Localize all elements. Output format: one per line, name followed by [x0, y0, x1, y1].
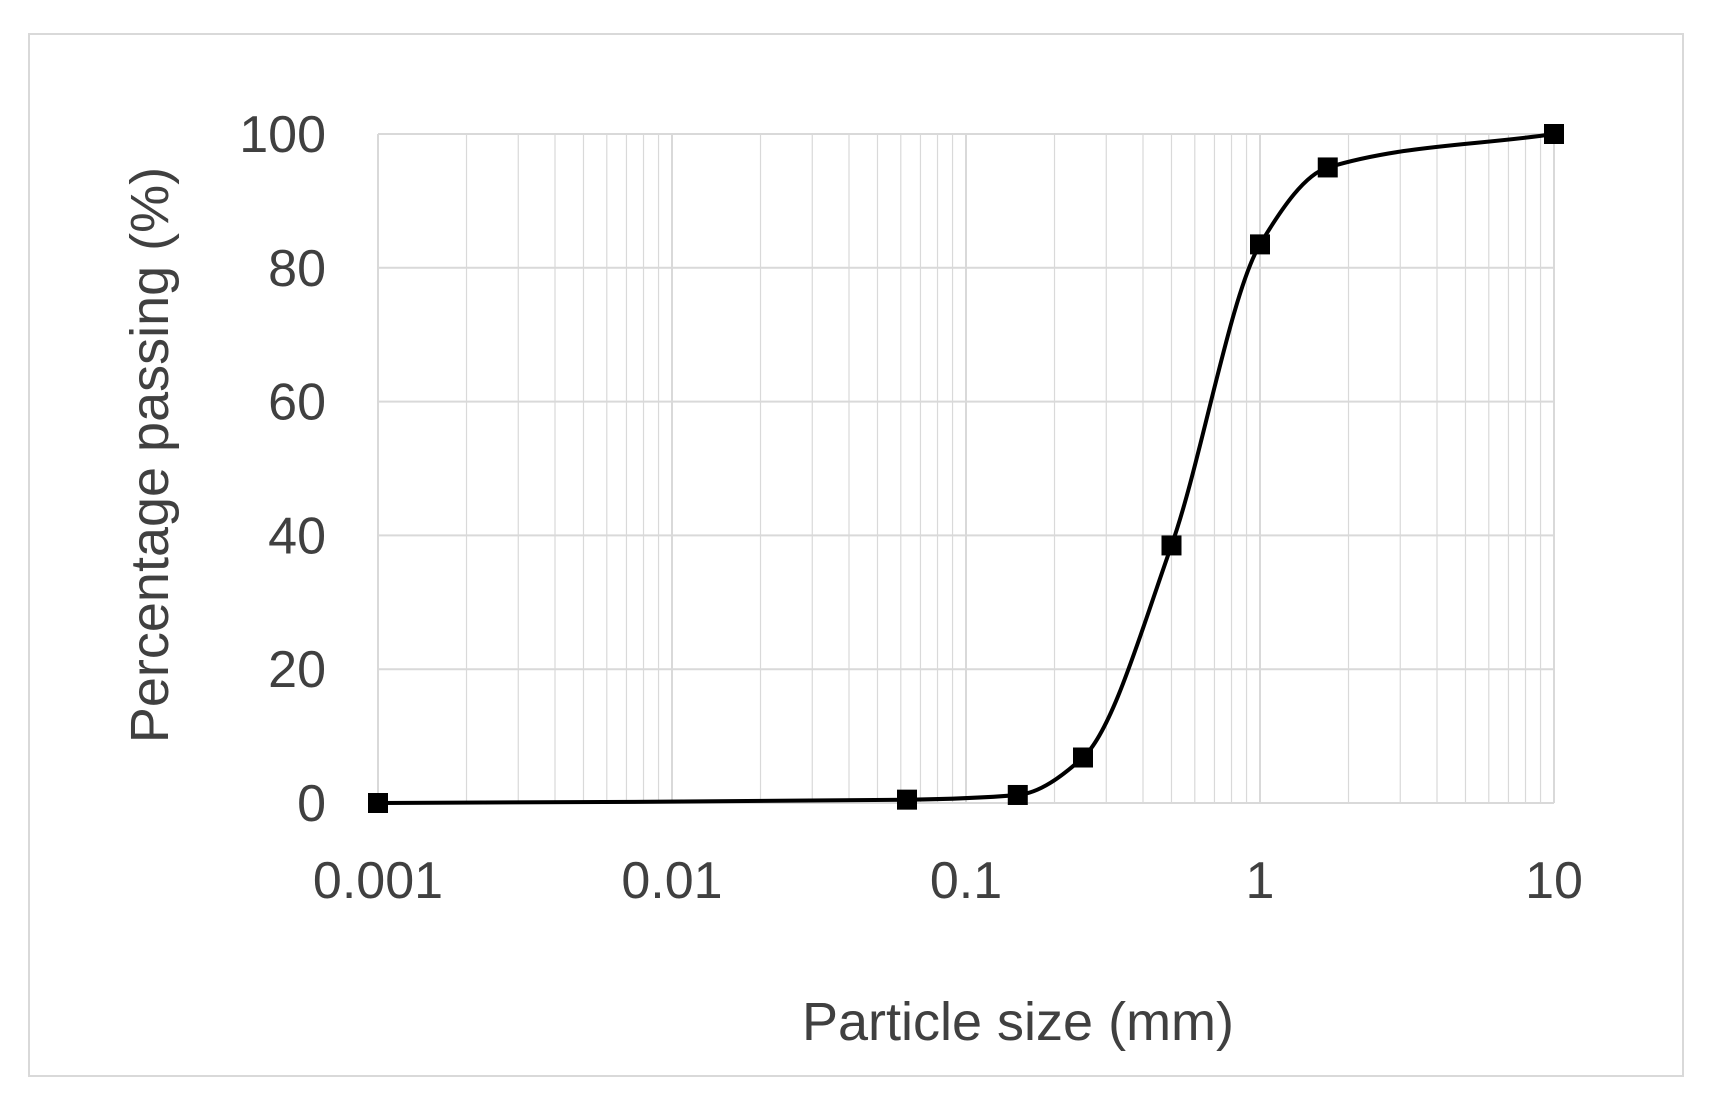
- chart-frame: [28, 33, 1684, 1077]
- data-point-marker: [368, 793, 388, 813]
- y-axis-title: Percentage passing (%): [120, 167, 180, 743]
- x-tick-label: 0.001: [313, 852, 443, 910]
- y-tick-label: 40: [268, 507, 326, 565]
- x-tick-label: 0.1: [930, 852, 1002, 910]
- grid: [377, 133, 1555, 804]
- y-tick-label: 60: [268, 374, 326, 432]
- x-tick-label: 10: [1525, 852, 1583, 910]
- x-tick-label: 1: [1246, 852, 1275, 910]
- data-point-marker: [1250, 234, 1270, 255]
- tick-labels: 0 20 40 60 80 100 0.001 0.01 0.1 1 10: [239, 106, 1583, 910]
- y-tick-label: 0: [297, 775, 326, 833]
- data-point-marker: [1161, 535, 1182, 556]
- y-tick-label: 80: [268, 240, 326, 298]
- data-point-marker: [1072, 747, 1093, 768]
- y-tick-label: 20: [268, 641, 326, 699]
- x-tick-label: 0.01: [621, 852, 722, 910]
- y-tick-label: 100: [239, 106, 326, 164]
- data-point-marker: [897, 789, 918, 810]
- x-axis-title: Particle size (mm): [802, 992, 1234, 1052]
- data-point-marker: [1007, 784, 1028, 805]
- series: [368, 124, 1564, 813]
- data-point-marker: [1317, 157, 1338, 178]
- data-point-marker: [1544, 124, 1564, 144]
